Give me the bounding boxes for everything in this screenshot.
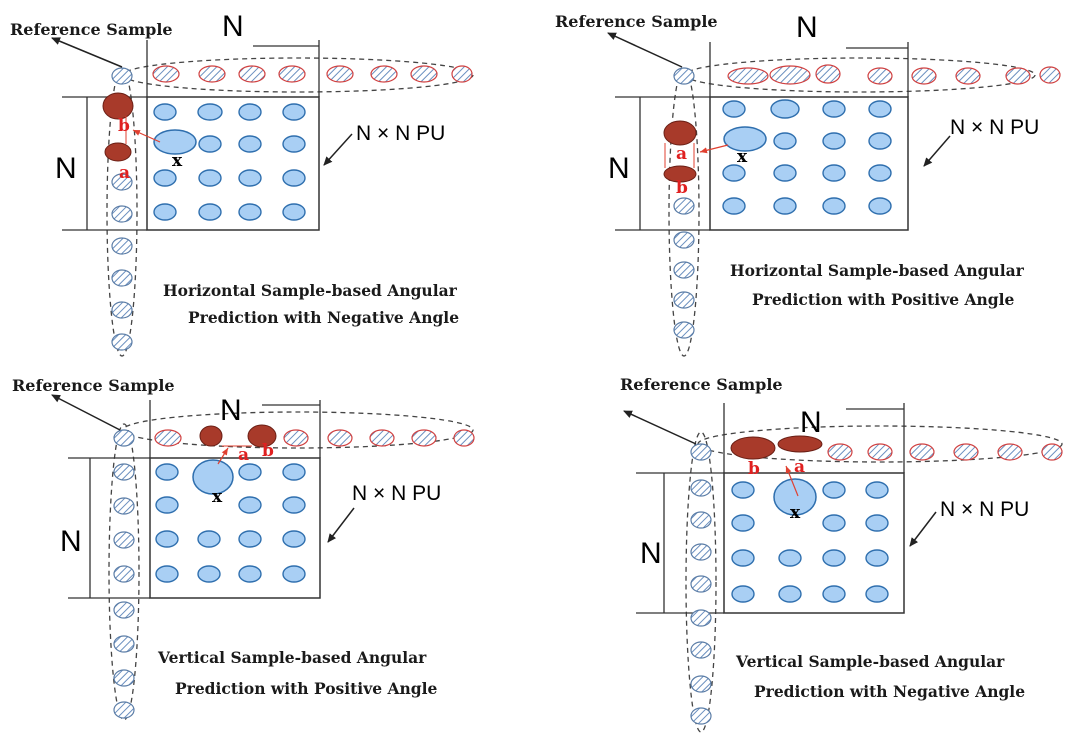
top-reference-samples xyxy=(152,65,473,83)
caption-line-1: Horizontal Sample-based Angular xyxy=(163,281,458,300)
panel-top-right: Reference Sample N N N × N PU a b x Hori… xyxy=(555,11,1061,357)
pu-label: N × N PU xyxy=(356,122,445,145)
left-reference-outline xyxy=(685,431,717,733)
caption-line-2: Prediction with Negative Angle xyxy=(188,308,459,327)
label-x: x xyxy=(737,147,748,167)
reference-pointer-arrow xyxy=(607,32,683,68)
label-a: a xyxy=(676,144,687,164)
caption-line-1: Vertical Sample-based Angular xyxy=(157,648,427,667)
n-label-side: N xyxy=(608,152,630,185)
pu-pointer-arrow xyxy=(327,507,355,543)
panel-bottom-left: Reference Sample N N N × N PU a b x Vert… xyxy=(12,376,475,721)
n-label-side: N xyxy=(55,152,77,185)
pu-pixels xyxy=(155,463,306,583)
left-reference-outline xyxy=(668,67,700,357)
reference-sample-label: Reference Sample xyxy=(620,375,783,394)
pu-pointer-arrow xyxy=(323,133,353,166)
label-a: a xyxy=(238,445,249,465)
left-reference-outline xyxy=(108,423,140,721)
pu-pointer-arrow xyxy=(923,135,951,167)
caption-line-2: Prediction with Negative Angle xyxy=(754,682,1025,701)
left-reference-samples xyxy=(690,443,712,725)
n-label-top: N xyxy=(796,11,818,44)
n-label-top: N xyxy=(222,10,244,43)
highlight-sample-b xyxy=(730,436,776,460)
reference-pointer-arrow xyxy=(623,410,697,445)
n-label-top: N xyxy=(220,394,242,427)
target-pixel-x xyxy=(723,126,767,152)
top-reference-samples xyxy=(727,64,1061,85)
label-b: b xyxy=(676,178,688,198)
highlight-sample-b xyxy=(102,92,134,120)
reference-pointer-arrow xyxy=(51,37,123,68)
label-b: b xyxy=(748,459,760,479)
highlight-sample-a xyxy=(777,435,823,453)
target-pixel-x xyxy=(773,478,817,516)
pu-pixels xyxy=(722,99,892,215)
pu-label: N × N PU xyxy=(352,482,441,505)
prediction-arrow xyxy=(132,129,161,143)
n-label-top: N xyxy=(800,406,822,439)
pu-label: N × N PU xyxy=(950,116,1039,139)
reference-pointer-arrow xyxy=(51,394,121,431)
pu-label: N × N PU xyxy=(940,498,1029,521)
reference-sample-label: Reference Sample xyxy=(555,12,718,31)
highlight-sample-a xyxy=(199,425,223,447)
label-x: x xyxy=(790,503,801,523)
target-pixel-x xyxy=(153,129,197,155)
prediction-arrow xyxy=(785,465,799,497)
label-b: b xyxy=(262,441,274,461)
reference-sample-label: Reference Sample xyxy=(10,20,173,39)
label-x: x xyxy=(172,151,183,171)
reference-sample-label: Reference Sample xyxy=(12,376,175,395)
label-a: a xyxy=(119,163,130,183)
highlight-sample-b xyxy=(247,424,277,448)
highlight-sample-a xyxy=(663,120,697,146)
left-reference-samples xyxy=(673,67,695,339)
left-reference-samples xyxy=(111,67,133,351)
panel-top-left: Reference Sample N N N × N PU b a x Hori… xyxy=(10,10,474,357)
left-reference-outline xyxy=(106,67,138,357)
panel-bottom-right: Reference Sample N N N × N PU b a x Vert… xyxy=(620,375,1063,733)
pu-block xyxy=(709,96,909,231)
left-reference-samples xyxy=(113,429,135,719)
highlight-sample-b xyxy=(663,165,697,183)
pu-pixels xyxy=(153,103,306,221)
caption-line-2: Prediction with Positive Angle xyxy=(175,679,437,698)
top-reference-samples xyxy=(154,429,475,447)
label-x: x xyxy=(212,487,223,507)
n-label-side: N xyxy=(60,525,82,558)
pu-pixels xyxy=(731,481,889,603)
pu-block xyxy=(723,472,905,614)
label-a: a xyxy=(794,457,805,477)
highlight-sample-a xyxy=(104,142,132,162)
label-b: b xyxy=(118,116,130,136)
prediction-arrow xyxy=(217,447,229,465)
caption-line-1: Horizontal Sample-based Angular xyxy=(730,261,1025,280)
n-label-side: N xyxy=(640,537,662,570)
prediction-arrow xyxy=(699,144,729,154)
pu-pointer-arrow xyxy=(909,511,937,547)
pu-block xyxy=(146,96,320,231)
top-reference-samples xyxy=(827,443,1063,461)
caption-line-2: Prediction with Positive Angle xyxy=(752,290,1014,309)
pu-block xyxy=(149,457,321,599)
caption-line-1: Vertical Sample-based Angular xyxy=(735,652,1005,671)
target-pixel-x xyxy=(192,459,234,495)
